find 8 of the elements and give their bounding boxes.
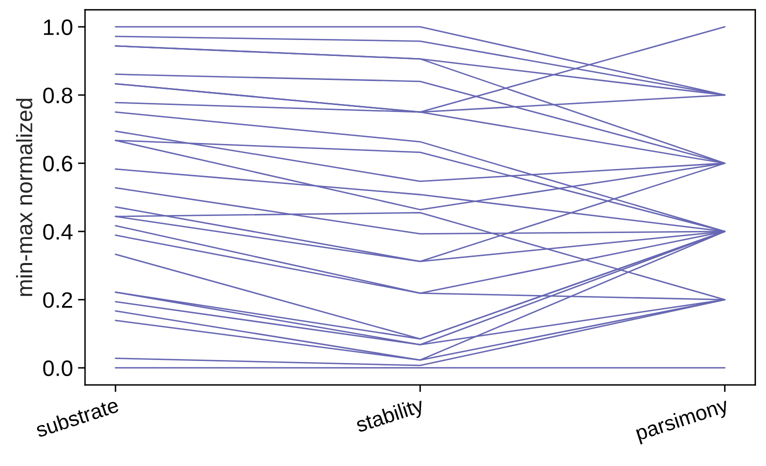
y-tick-label: 0.4 [43, 224, 73, 240]
y-tick-label: 0.8 [43, 88, 72, 104]
x-tick-label: stability [354, 396, 426, 436]
y-axis-title: min-max normalized [16, 98, 32, 296]
y-tick-label: 0.6 [43, 156, 72, 172]
y-tick-label: 0.0 [43, 360, 72, 376]
y-tick-label: 0.2 [43, 292, 72, 308]
y-tick-label: 1.0 [44, 19, 72, 36]
